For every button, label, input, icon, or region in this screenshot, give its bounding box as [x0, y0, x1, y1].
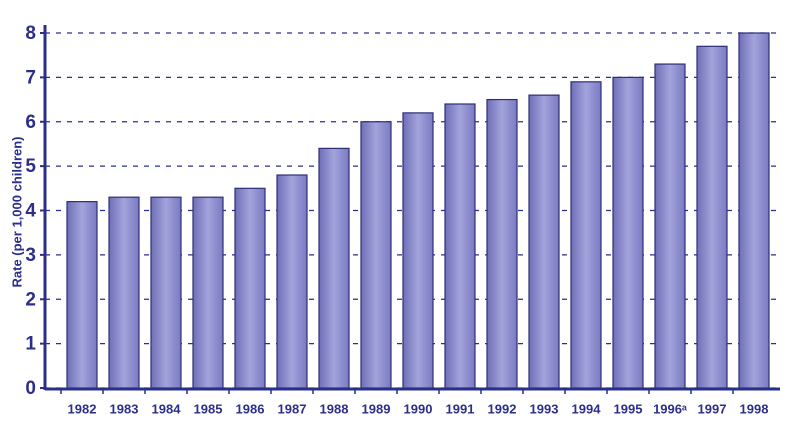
y-tick-label: 3 [25, 245, 36, 266]
x-tick-label: 1998 [740, 401, 769, 416]
x-tick-label: 1997 [698, 401, 727, 416]
x-tick-label: 1991 [446, 401, 475, 416]
y-tick-label: 6 [25, 112, 36, 133]
y-axis-label: Rate (per 1,000 children) [9, 137, 24, 288]
y-tick-label: 4 [25, 201, 36, 222]
x-tick-label: 1989 [362, 401, 391, 416]
bar [318, 147, 350, 389]
x-tick-label: 1984 [152, 401, 182, 416]
y-tick-label: 8 [25, 23, 36, 44]
bar [654, 63, 686, 389]
y-tick-label: 7 [25, 67, 36, 88]
x-tick-label: 1982 [68, 401, 97, 416]
x-tick-label: 1988 [320, 401, 349, 416]
x-tick-label: 1994 [572, 401, 602, 416]
x-tick-label: 1987 [278, 401, 307, 416]
bar [570, 81, 602, 389]
x-tick-label: 1992 [488, 401, 517, 416]
x-tick-label: 1985 [194, 401, 223, 416]
y-tick-label: 0 [25, 378, 36, 399]
bar [360, 121, 392, 389]
bar [612, 76, 644, 389]
bar [108, 196, 140, 389]
bar [234, 187, 266, 389]
x-tick-label: 1986 [236, 401, 265, 416]
bar [66, 201, 98, 389]
bar [528, 94, 560, 389]
x-tick-label: 1983 [110, 401, 139, 416]
bar [192, 196, 224, 389]
bar [402, 112, 434, 389]
x-tick-label: 1993 [530, 401, 559, 416]
y-tick-label: 1 [25, 334, 36, 355]
bar [444, 103, 476, 389]
y-tick-label: 2 [25, 289, 36, 310]
bar [738, 32, 770, 389]
bar [486, 98, 518, 389]
bar [276, 174, 308, 389]
x-tick-label: 1990 [404, 401, 433, 416]
bar [696, 45, 728, 389]
y-tick-label: 5 [25, 156, 36, 177]
x-tick-label: 1996ᵃ [653, 401, 687, 416]
bar [150, 196, 182, 389]
x-tick-label: 1995 [614, 401, 643, 416]
